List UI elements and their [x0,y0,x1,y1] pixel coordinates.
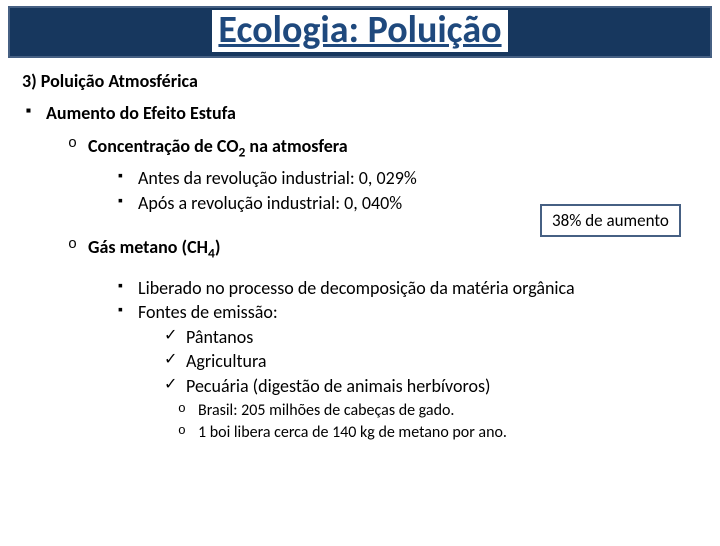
co2-suffix: na atmosfera [245,135,347,157]
callout-box: 38% de aumento [540,204,681,237]
ch4-sub: 4 [208,245,215,262]
list-level-5: Brasil: 205 milhões de cabeças de gado. … [178,401,698,443]
slide-title: Ecologia: Poluição [212,10,507,52]
list-level-3: Liberado no processo de decomposição da … [118,277,698,444]
content-area: 3) Poluição Atmosférica Aumento do Efeit… [0,58,720,443]
title-bar: Ecologia: Poluição [8,6,712,58]
text: Concentração de CO2 na atmosfera [88,135,348,157]
list-item: Pântanos [164,326,698,349]
text: Gás metano (CH4) [88,236,221,258]
ch4-prefix: Gás metano (CH [88,236,208,258]
list-item: Antes da revolução industrial: 0, 029% [118,167,698,190]
list-item: Aumento do Efeito Estufa Concentração de… [26,102,698,443]
list-item: Gás metano (CH4) Liberado no processo de… [68,236,698,443]
list-item: 1 boi libera cerca de 140 kg de metano p… [178,423,698,443]
list-level-1: Aumento do Efeito Estufa Concentração de… [26,102,698,443]
list-item: Liberado no processo de decomposição da … [118,277,698,300]
co2-prefix: Concentração de CO [88,135,239,157]
section-heading: 3) Poluição Atmosférica [22,70,698,93]
text: Fontes de emissão: [138,301,278,323]
list-item: Fontes de emissão: Pântanos Agricultura … [118,301,698,443]
ch4-suffix: ) [215,236,221,258]
list-item: Pecuária (digestão de animais herbívoros… [164,375,698,398]
list-item: Brasil: 205 milhões de cabeças de gado. [178,401,698,421]
list-item: Concentração de CO2 na atmosfera Antes d… [68,135,698,214]
list-level-2: Concentração de CO2 na atmosfera Antes d… [68,135,698,443]
text: Aumento do Efeito Estufa [46,102,236,124]
list-level-4: Pântanos Agricultura Pecuária (digestão … [164,326,698,398]
list-item: Agricultura [164,350,698,373]
slide: Ecologia: Poluição 3) Poluição Atmosféri… [0,6,720,546]
callout-text: 38% de aumento [552,210,669,231]
